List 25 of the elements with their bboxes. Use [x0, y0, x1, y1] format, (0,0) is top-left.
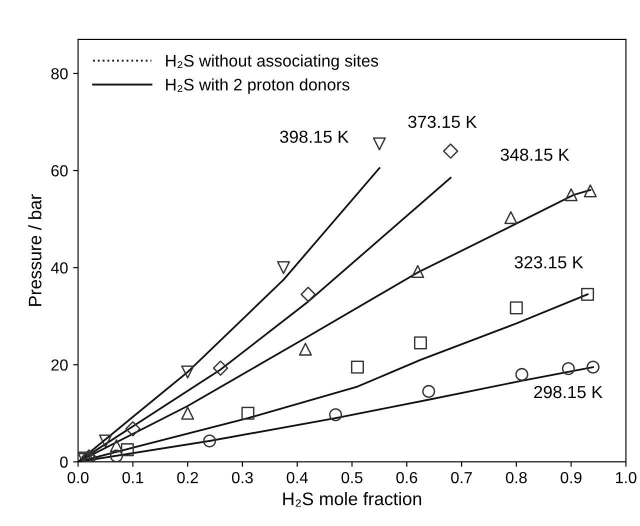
- x-tick-label: 0.0: [68, 472, 89, 484]
- series-label: 398.15 K: [280, 130, 349, 143]
- x-tick-label: 1.0: [616, 472, 636, 484]
- x-tick-label: 0.4: [286, 472, 308, 484]
- series-label: 373.15 K: [408, 116, 477, 128]
- y-tick-label: 80: [51, 68, 68, 80]
- x-tick-label: 0.2: [177, 472, 198, 484]
- x-tick-label: 0.7: [451, 472, 472, 484]
- x-tick-label: 0.3: [232, 472, 253, 484]
- series-label: 323.15 K: [514, 256, 584, 268]
- y-tick-label: 60: [51, 165, 68, 176]
- y-axis-title: Pressure / bar: [28, 194, 42, 306]
- x-tick-label: 0.6: [396, 472, 418, 484]
- x-tick-label: 0.8: [506, 472, 527, 484]
- y-tick-label: 0: [60, 456, 68, 468]
- x-tick-label: 0.5: [342, 472, 362, 484]
- x-axis-title: H₂S mole fraction: [283, 492, 422, 507]
- y-tick-label: 40: [50, 262, 68, 274]
- series-label: 298.15 K: [534, 386, 603, 398]
- series-label: 348.15 K: [500, 148, 570, 161]
- x-tick-label: 0.9: [560, 472, 582, 484]
- legend-label: H₂S with 2 proton donors: [166, 78, 350, 94]
- y-tick-label: 20: [51, 359, 68, 371]
- x-tick-label: 0.1: [122, 472, 144, 484]
- legend-label: H₂S without associating sites: [166, 54, 378, 70]
